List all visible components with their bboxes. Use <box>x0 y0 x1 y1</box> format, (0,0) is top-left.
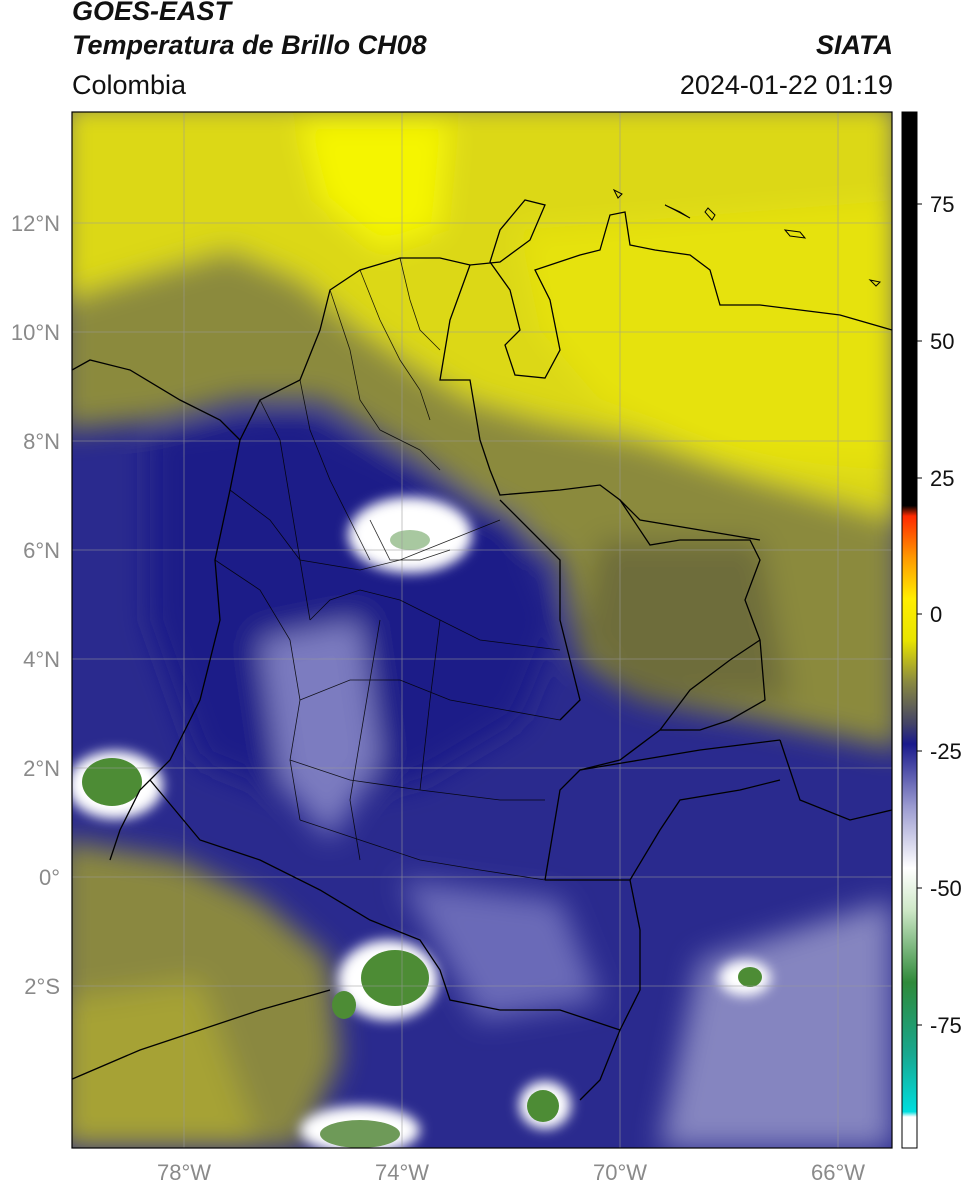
lat-label: 10°N <box>11 320 60 345</box>
longitude-labels: 78°W 74°W 70°W 66°W <box>157 1160 865 1185</box>
islands <box>612 188 882 287</box>
latitude-labels: 12°N 10°N 8°N 6°N 4°N 2°N 0° 2°S <box>11 211 60 999</box>
lon-label: 70°W <box>593 1160 647 1185</box>
lon-label: 78°W <box>157 1160 211 1185</box>
colorbar-tick: -25 <box>930 739 962 764</box>
colorbar-tick: -75 <box>930 1013 962 1038</box>
convective-core-west <box>82 758 142 806</box>
satellite-title: GOES-EAST <box>72 0 232 26</box>
lat-label: 4°N <box>23 647 60 672</box>
colorbar-gradient <box>902 112 917 1148</box>
lat-label: 0° <box>39 865 60 890</box>
colorbar-tick: 0 <box>930 602 942 627</box>
satellite-imagery <box>72 112 892 1148</box>
colorbar: 75 50 25 0 -25 -50 -75 <box>901 111 962 1149</box>
lat-label: 2°N <box>23 756 60 781</box>
lon-label: 74°W <box>375 1160 429 1185</box>
datetime-label: 2024-01-22 01:19 <box>679 70 893 100</box>
department-boundaries <box>214 257 561 881</box>
lat-label: 2°S <box>24 974 60 999</box>
source-label: SIATA <box>816 30 893 60</box>
convective-core-north <box>390 530 430 550</box>
political-boundaries <box>72 199 892 1101</box>
product-title: Temperatura de Brillo CH08 <box>72 30 427 60</box>
colorbar-tick: 50 <box>930 329 954 354</box>
colorbar-tick: 25 <box>930 466 954 491</box>
lat-label: 6°N <box>23 538 60 563</box>
colorbar-tick: 75 <box>930 192 954 217</box>
lon-label: 66°W <box>811 1160 865 1185</box>
colorbar-tick: -50 <box>930 876 962 901</box>
map-frame <box>71 111 893 1149</box>
lat-label: 8°N <box>23 429 60 454</box>
region-label: Colombia <box>72 70 187 100</box>
lat-label: 12°N <box>11 211 60 236</box>
convective-core-south <box>361 950 429 1006</box>
gridlines <box>72 112 892 1148</box>
